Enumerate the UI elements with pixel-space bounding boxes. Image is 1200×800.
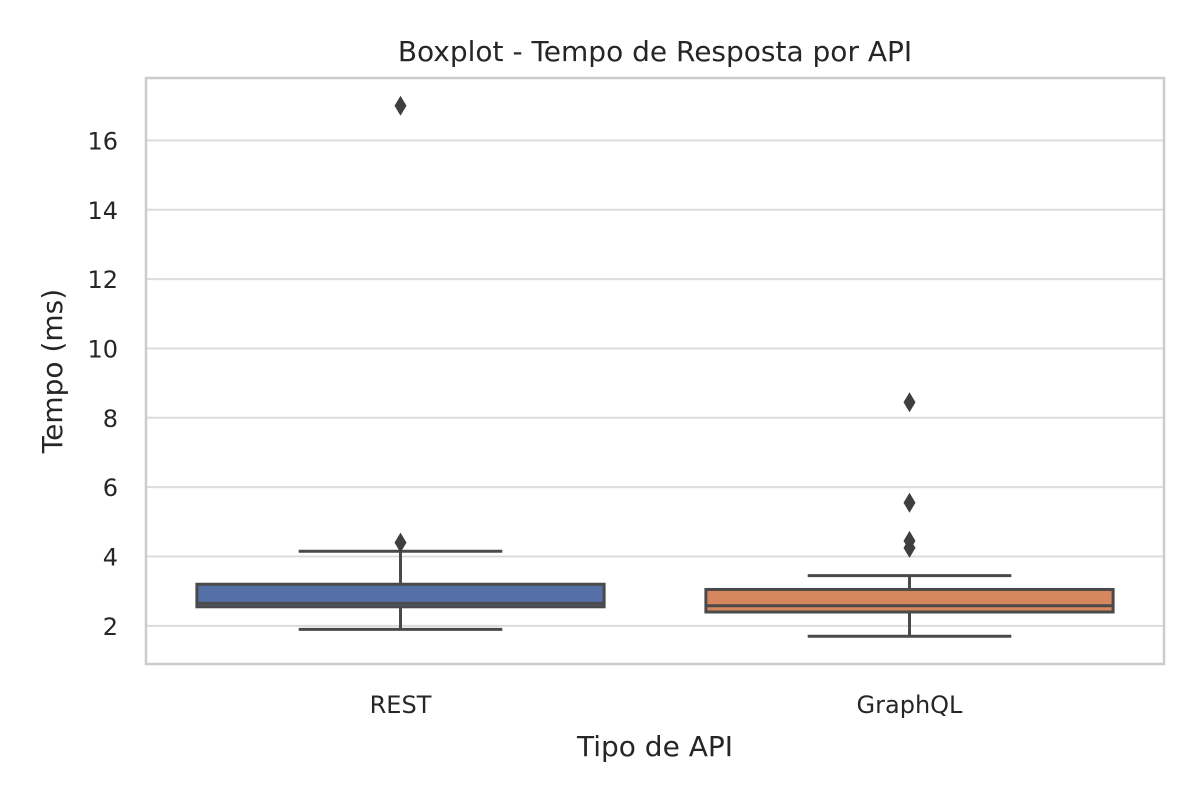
y-axis-label: Tempo (ms) <box>36 289 69 454</box>
box-series <box>195 95 1115 638</box>
y-tick-label: 2 <box>103 613 118 641</box>
y-tick-label: 12 <box>87 266 118 294</box>
outlier-point <box>394 532 407 553</box>
y-tick-label: 4 <box>103 544 118 572</box>
grid-lines <box>146 139 1164 627</box>
outlier-point <box>903 392 916 413</box>
x-tick-label: REST <box>370 691 432 719</box>
plot-frame <box>144 76 1166 666</box>
y-tick-label: 10 <box>87 335 118 363</box>
y-tick-label: 14 <box>87 197 118 225</box>
chart-title: Boxplot - Tempo de Resposta por API <box>398 35 912 68</box>
y-tick-label: 8 <box>103 405 118 433</box>
box-group-graphql <box>704 392 1115 638</box>
x-axis-label: Tipo de API <box>576 730 733 763</box>
iqr-box <box>704 587 1115 614</box>
outlier-point <box>903 492 916 513</box>
outlier-point <box>903 530 916 551</box>
y-tick-label: 16 <box>87 127 118 155</box>
y-axis-ticks: 2 4 6 8 10 12 14 16 <box>87 127 118 640</box>
box-group-rest <box>195 95 606 631</box>
y-tick-label: 6 <box>103 474 118 502</box>
outlier-point <box>394 95 407 116</box>
x-axis-ticks: REST GraphQL <box>370 691 963 719</box>
x-tick-label: GraphQL <box>857 691 964 719</box>
iqr-box <box>195 582 606 609</box>
